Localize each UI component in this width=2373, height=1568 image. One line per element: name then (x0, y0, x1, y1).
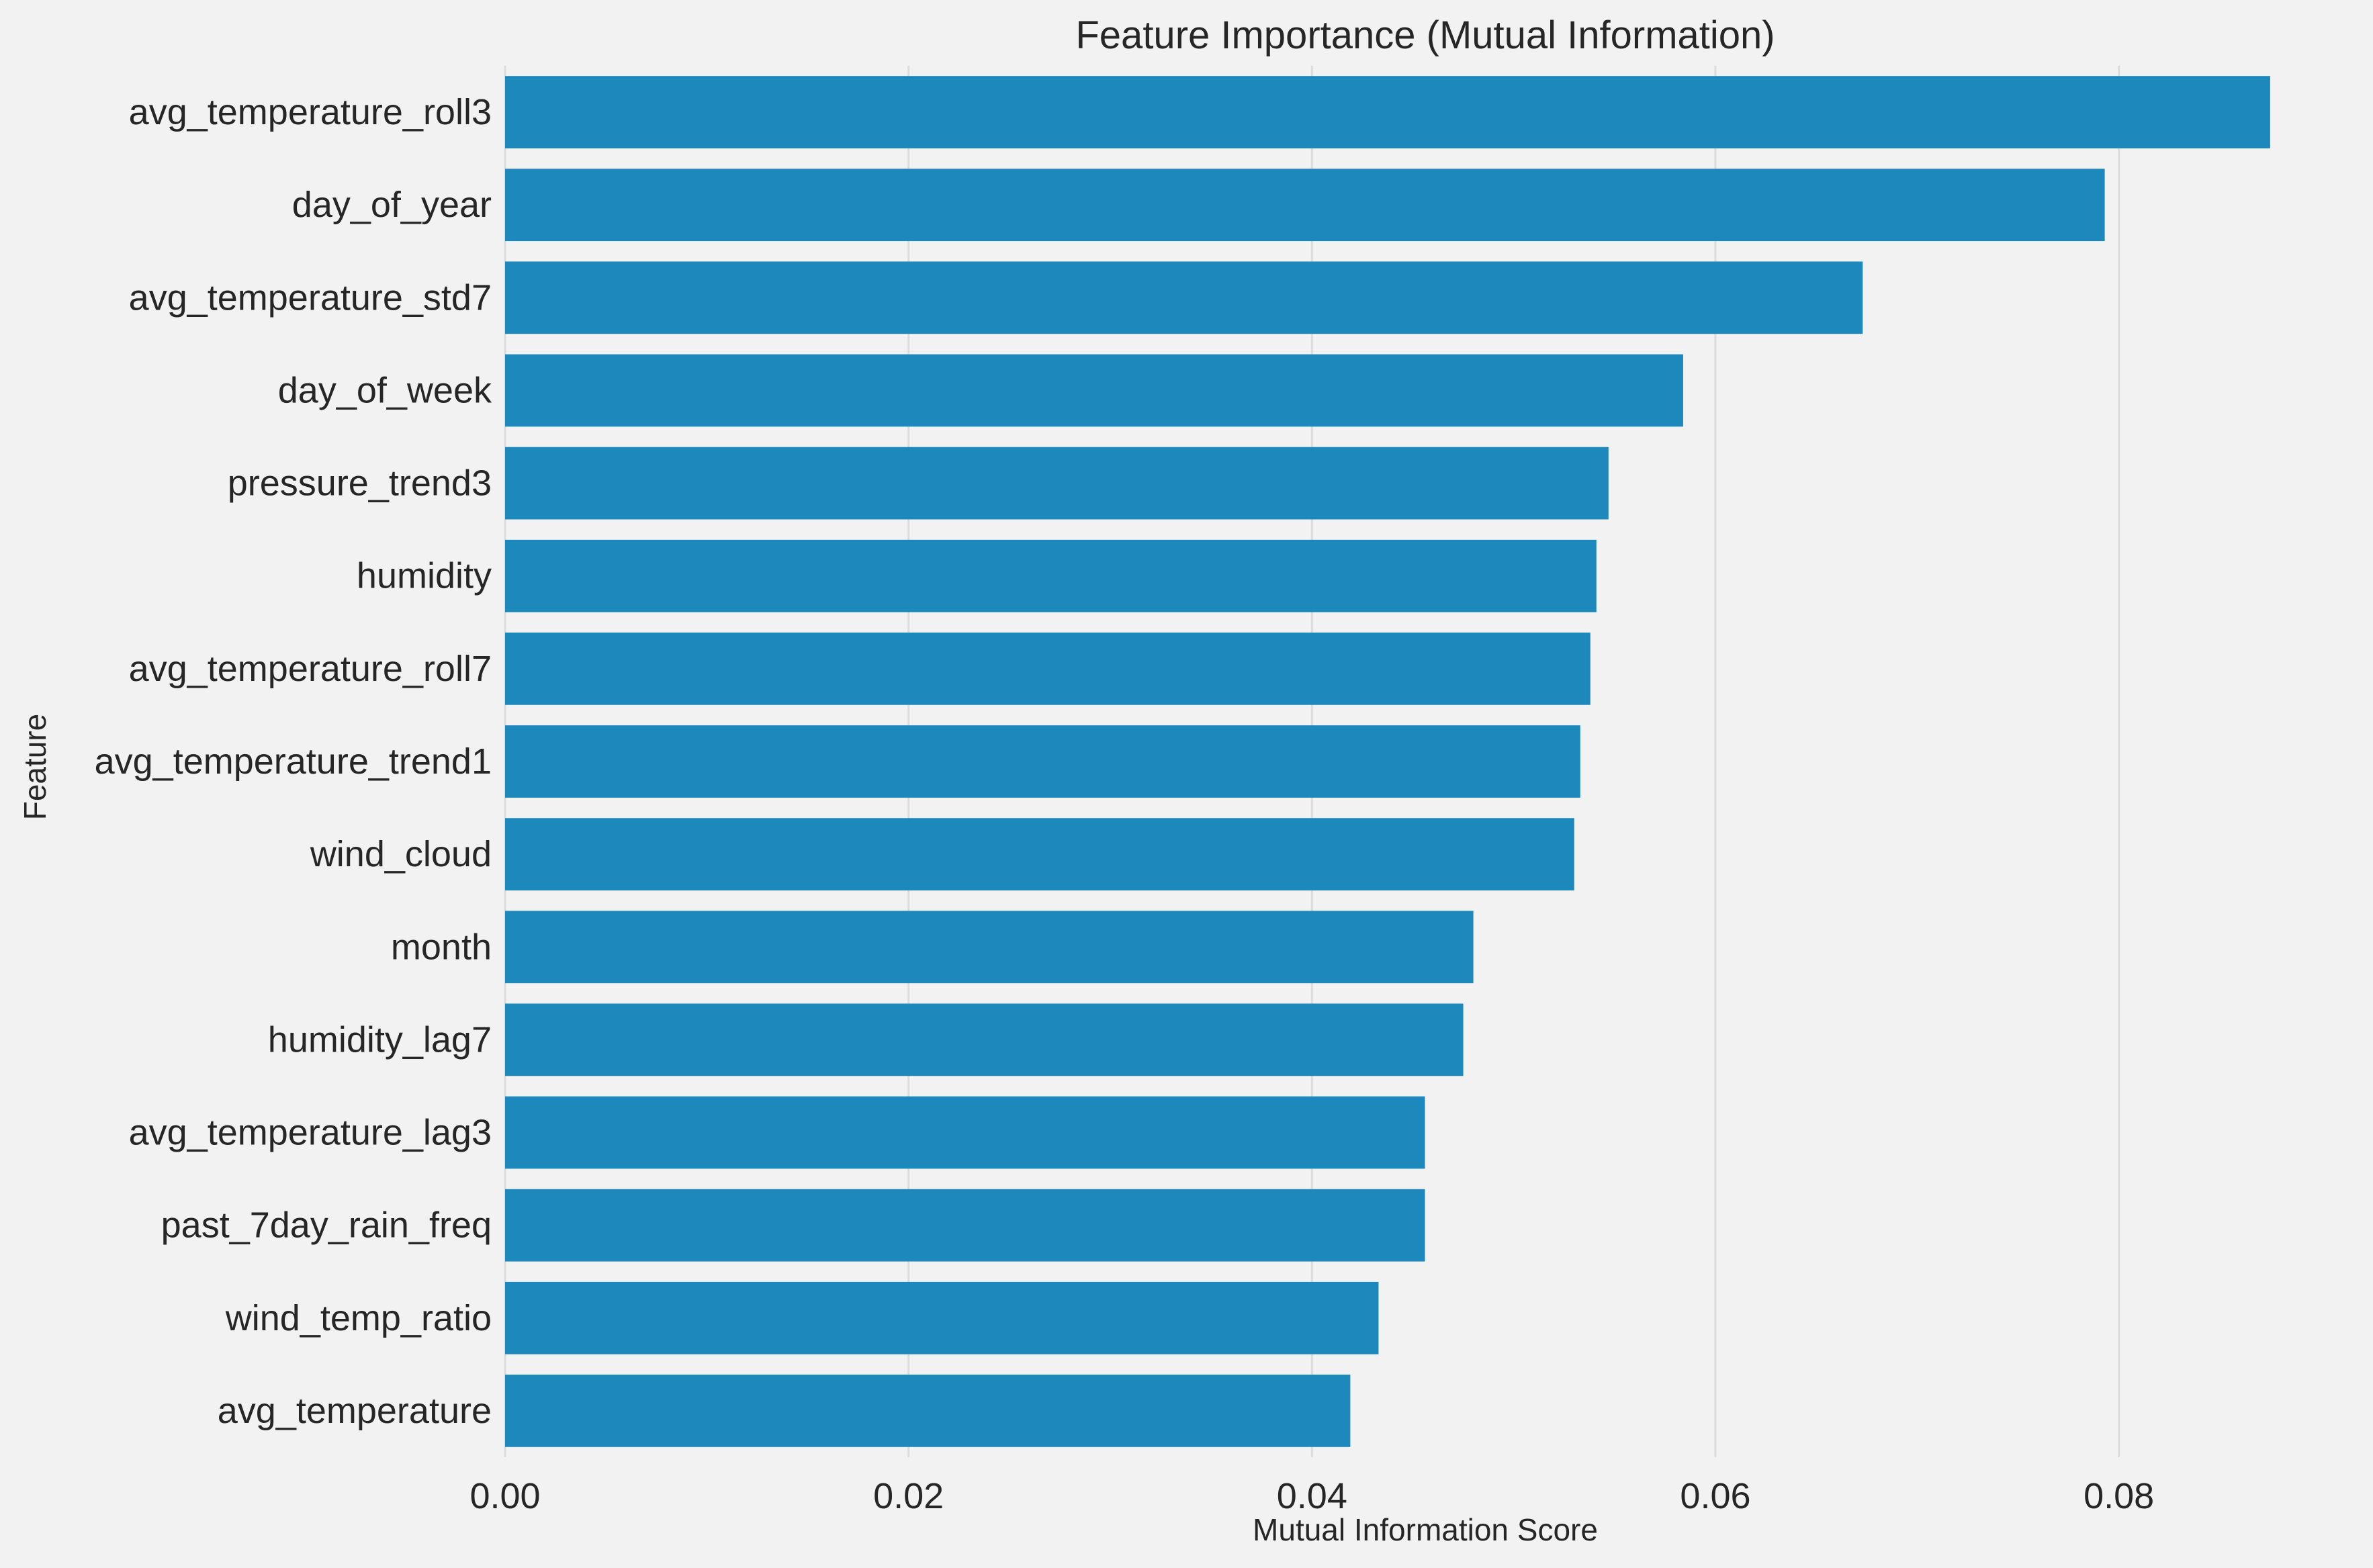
y-tick-label: avg_temperature_lag3 (129, 1113, 492, 1153)
x-tick-label: 0.00 (469, 1476, 540, 1516)
y-tick-label: avg_temperature (218, 1391, 492, 1431)
y-tick-label: humidity_lag7 (268, 1019, 492, 1060)
x-tick-labels: 0.00 0.02 0.04 0.06 0.08 (469, 1476, 2154, 1516)
y-tick-label: avg_temperature_std7 (129, 277, 492, 318)
bars (505, 76, 2270, 1447)
bar-humidity-lag7 (505, 1003, 1464, 1076)
y-tick-label: avg_temperature_roll7 (129, 649, 492, 689)
y-tick-labels: avg_temperature_roll3 day_of_year avg_temp… (95, 92, 492, 1431)
y-tick-label: avg_temperature_roll3 (129, 92, 492, 132)
y-tick-label: day_of_week (278, 370, 492, 410)
y-axis-label: Feature (17, 714, 52, 821)
bar-past-7day-rain-freq (505, 1189, 1425, 1262)
bar-month (505, 911, 1474, 984)
y-tick-label: month (391, 927, 492, 967)
bar-wind-temp-ratio (505, 1281, 1379, 1354)
bar-avg-temperature-lag3 (505, 1096, 1425, 1169)
y-tick-label: avg_temperature_trend1 (95, 741, 492, 782)
y-tick-label: wind_temp_ratio (225, 1298, 492, 1338)
bar-day-of-week (505, 354, 1683, 427)
x-tick-label: 0.02 (873, 1476, 944, 1516)
bar-avg-temperature-trend1 (505, 725, 1580, 798)
y-tick-label: wind_cloud (310, 834, 492, 874)
bar-avg-temperature-std7 (505, 261, 1863, 334)
bar-humidity (505, 539, 1597, 612)
chart-title: Feature Importance (Mutual Information) (1075, 13, 1775, 57)
y-tick-label: humidity (357, 556, 492, 596)
y-tick-label: pressure_trend3 (228, 463, 492, 504)
bar-wind-cloud (505, 818, 1574, 891)
bar-avg-temperature-roll7 (505, 632, 1591, 705)
x-tick-label: 0.06 (1680, 1476, 1750, 1516)
y-tick-label: day_of_year (292, 185, 492, 225)
y-tick-label: past_7day_rain_freq (161, 1205, 492, 1246)
x-tick-label: 0.08 (2084, 1476, 2154, 1516)
bar-day-of-year (505, 169, 2105, 242)
x-axis-label: Mutual Information Score (1253, 1512, 1598, 1547)
bar-avg-temperature (505, 1375, 1351, 1447)
bar-avg-temperature-roll3 (505, 76, 2270, 148)
x-tick-label: 0.04 (1277, 1476, 1347, 1516)
bar-pressure-trend3 (505, 447, 1609, 520)
